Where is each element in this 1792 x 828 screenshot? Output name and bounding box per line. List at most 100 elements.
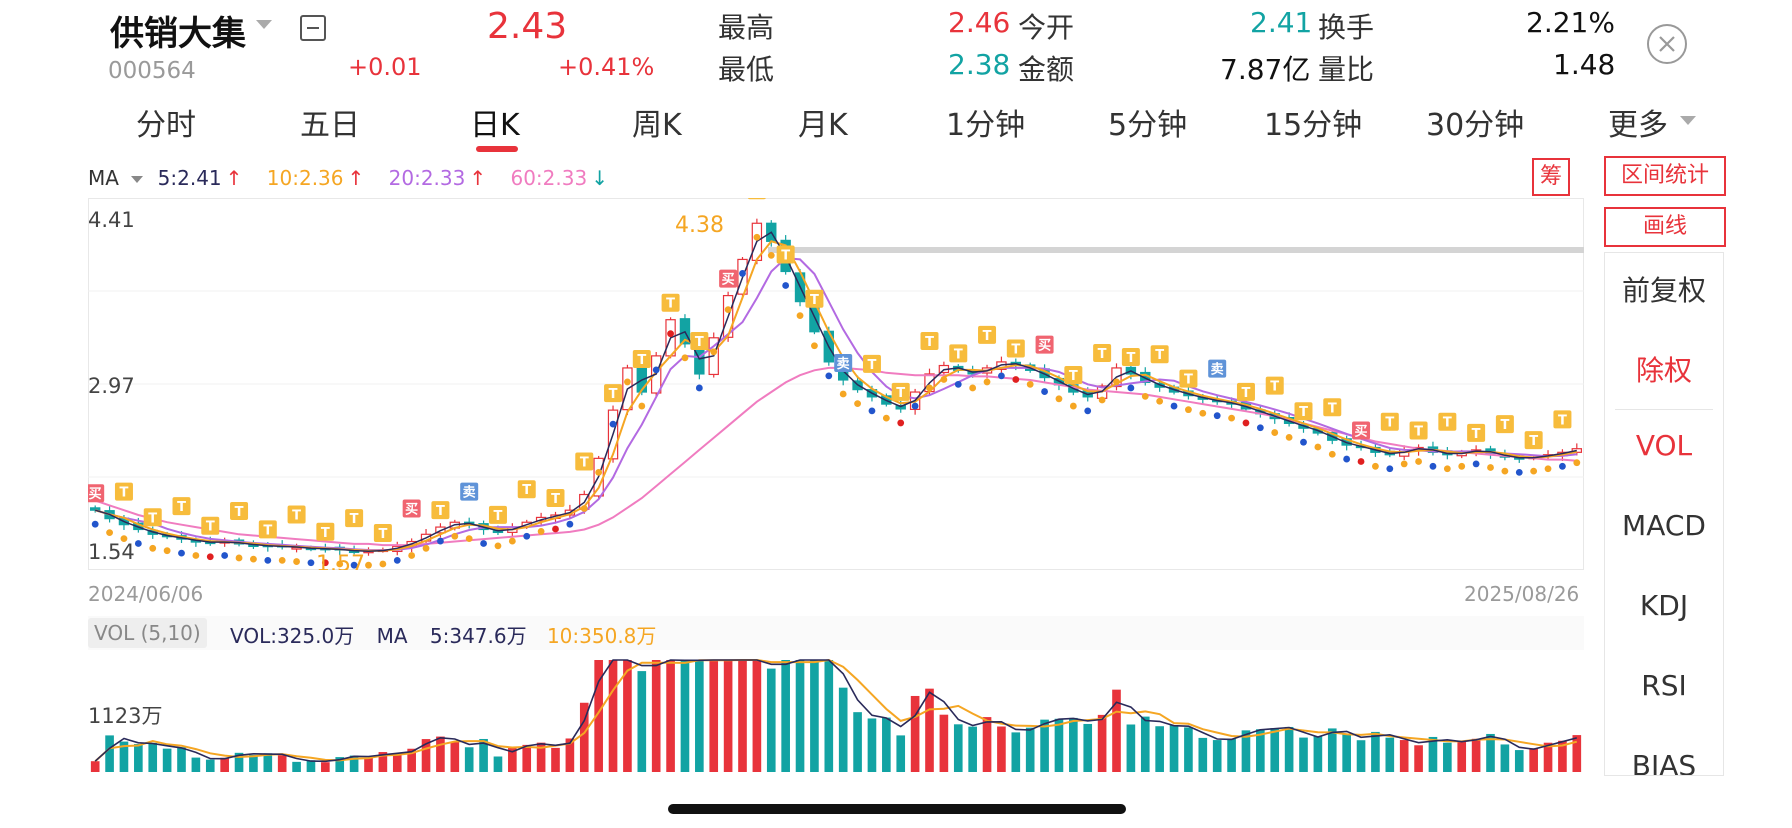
- signal-dot: [1472, 460, 1480, 468]
- volume-bar: [1184, 727, 1193, 772]
- tab-1-minute[interactable]: 1分钟: [946, 108, 1026, 143]
- signal-dot: [293, 558, 300, 565]
- volume-bar: [1342, 734, 1351, 772]
- range-stats-button[interactable]: 区间统计: [1604, 156, 1726, 196]
- signal-dot: [595, 468, 603, 476]
- tab-15-minute[interactable]: 15分钟: [1264, 108, 1363, 143]
- volume-bar: [1486, 733, 1495, 772]
- chip-button[interactable]: 筹: [1532, 158, 1570, 196]
- t-marker-label: T: [580, 456, 589, 471]
- volume-bar: [925, 688, 934, 772]
- t-marker-label: T: [1529, 434, 1538, 449]
- volume-bar: [1428, 736, 1438, 772]
- tab-monthly-k[interactable]: 月K: [798, 108, 848, 143]
- side-item-kdj[interactable]: KDJ: [1639, 589, 1689, 622]
- tab-more[interactable]: 更多: [1608, 108, 1668, 143]
- volume-bar: [450, 741, 460, 772]
- volume-bar: [421, 739, 431, 772]
- t-marker: T: [517, 480, 536, 499]
- chevron-down-icon: [131, 176, 144, 183]
- volume-bar: [723, 660, 733, 772]
- stat-label-low: 最低: [718, 53, 775, 86]
- signal-dot: [854, 400, 861, 408]
- t-marker-label: T: [810, 293, 819, 308]
- side-item-ex-rights[interactable]: 除权: [1635, 354, 1692, 387]
- sell-marker: 卖: [834, 353, 853, 372]
- volume-indicator-select[interactable]: VOL (5,10): [88, 618, 207, 648]
- t-marker-label: T: [1299, 405, 1308, 420]
- close-icon[interactable]: [1647, 24, 1687, 64]
- t-marker: T: [1323, 398, 1342, 417]
- signal-dot: [250, 555, 257, 563]
- indicator-panel: 前复权 除权 VOL MACD KDJ RSI BIAS: [1604, 252, 1724, 776]
- signal-dot: [882, 414, 890, 422]
- t-marker: T: [1495, 415, 1514, 434]
- signal-dot: [1515, 468, 1523, 476]
- volume-bar: [680, 660, 690, 772]
- stock-name[interactable]: 供销大集: [110, 14, 246, 54]
- signal-dot: [1098, 396, 1106, 404]
- signal-dot: [422, 544, 430, 552]
- t-marker: T: [1524, 431, 1543, 450]
- t-marker: T: [632, 350, 651, 369]
- t-marker-label: T: [1558, 413, 1567, 428]
- signal-dot: [264, 556, 272, 564]
- signal-dot: [1127, 384, 1135, 392]
- side-item-macd[interactable]: MACD: [1622, 509, 1706, 542]
- signal-dot: [983, 378, 991, 386]
- volume-bar: [378, 752, 388, 772]
- side-item-bias[interactable]: BIAS: [1631, 749, 1697, 776]
- collapse-icon[interactable]: [300, 15, 326, 41]
- chevron-down-icon[interactable]: [1680, 116, 1696, 125]
- current-price: 2.43: [487, 6, 568, 47]
- volume-bar: [191, 757, 201, 772]
- tab-5-minute[interactable]: 5分钟: [1108, 108, 1188, 143]
- signal-dot: [1199, 409, 1207, 417]
- tab-30-minute[interactable]: 30分钟: [1426, 108, 1525, 143]
- side-item-vol[interactable]: VOL: [1635, 429, 1693, 462]
- t-marker: T: [172, 497, 191, 516]
- volume-bar: [1083, 723, 1093, 772]
- ma-legend[interactable]: MA 5:2.41 ↑ 10:2.36 ↑ 20:2.33 ↑ 60:2.33 ↓: [88, 166, 608, 190]
- side-item-forward-adjust[interactable]: 前复权: [1621, 274, 1706, 307]
- t-marker: T: [690, 331, 709, 350]
- signal-dot: [221, 552, 229, 559]
- signal-dot: [897, 419, 905, 427]
- t-marker: T: [805, 289, 824, 308]
- signal-dot: [552, 525, 559, 533]
- volume-bar: [134, 744, 143, 772]
- signal-dot: [235, 554, 243, 562]
- side-item-rsi[interactable]: RSI: [1641, 669, 1687, 702]
- signal-dot: [710, 348, 718, 356]
- tab-intraday[interactable]: 分时: [136, 108, 196, 143]
- volume-bar: [882, 717, 891, 772]
- stat-value-low: 2.38: [948, 48, 1011, 81]
- t-marker-label: T: [1184, 373, 1193, 388]
- signal-dot: [624, 378, 631, 386]
- home-indicator[interactable]: [668, 804, 1126, 814]
- signal-dot: [667, 330, 674, 338]
- t-marker: T: [1438, 412, 1457, 431]
- signal-dot: [336, 560, 344, 568]
- signal-dot: [1530, 467, 1538, 475]
- volume-bar: [1198, 737, 1208, 772]
- signal-dot: [437, 537, 444, 545]
- signal-dot: [1458, 462, 1466, 470]
- draw-line-button[interactable]: 画线: [1604, 207, 1726, 247]
- t-marker-label: T: [695, 335, 704, 350]
- volume-bar: [1284, 726, 1294, 772]
- tab-five-day[interactable]: 五日: [300, 108, 360, 143]
- kline-chart[interactable]: 买 T T T T T T T T T T 买 T 卖 T T T T T T T T 买 T T T 卖 T T T T T T 买 T T T T T 卖…: [88, 198, 1584, 570]
- signal-dot: [1271, 429, 1279, 436]
- volume-bar: [407, 748, 416, 772]
- t-marker: T: [230, 501, 249, 520]
- volume-bar: [1457, 740, 1467, 772]
- tab-weekly-k[interactable]: 周K: [632, 108, 682, 143]
- chevron-down-icon[interactable]: [256, 20, 272, 29]
- tab-daily-k[interactable]: 日K: [470, 108, 520, 143]
- volume-bar: [565, 738, 575, 772]
- t-marker: T: [431, 501, 450, 520]
- t-marker-label: T: [350, 512, 359, 527]
- signal-dot: [1113, 378, 1120, 386]
- volume-chart[interactable]: [88, 648, 1584, 774]
